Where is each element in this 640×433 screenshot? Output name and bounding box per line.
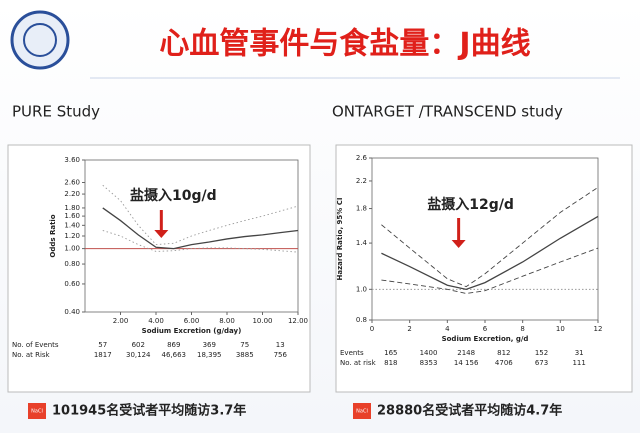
table-cell: 756: [274, 351, 288, 359]
footer-text: 28880名受试者平均随访4.7年: [377, 403, 562, 419]
table-cell: 2148: [457, 349, 475, 357]
x-axis-label: Sodium Excretion, g/d: [442, 335, 529, 343]
table-cell: 4706: [495, 359, 513, 367]
study-title: PURE Study: [12, 103, 100, 121]
table-cell: 14 156: [454, 359, 479, 367]
nacl-badge: [28, 403, 46, 419]
y-tick-label: 0.60: [64, 280, 80, 288]
y-tick-label: 0.40: [64, 308, 80, 316]
table-cell: 673: [535, 359, 548, 367]
x-tick-label: 0: [370, 325, 374, 333]
table-cell: 152: [535, 349, 548, 357]
y-tick-label: 2.6: [356, 154, 368, 162]
chart-panel: [7, 144, 311, 393]
table-cell: 46,663: [162, 351, 187, 359]
y-tick-label: 1.40: [64, 221, 80, 229]
nacl-badge-text: NaCl: [31, 409, 43, 415]
y-tick-label: 1.20: [64, 232, 80, 240]
chart-panel: [335, 144, 633, 393]
y-tick-label: 0.80: [64, 260, 80, 268]
table-cell: 18,395: [197, 351, 222, 359]
table-cell: 8353: [420, 359, 438, 367]
annotation: 盐摄入12g/d: [427, 196, 514, 213]
x-tick-label: 2.00: [113, 317, 129, 325]
x-axis-label: Sodium Excretion (g/day): [142, 327, 242, 335]
logo: [10, 10, 70, 70]
y-tick-label: 2.2: [356, 177, 367, 185]
x-tick-label: 8.00: [219, 317, 235, 325]
x-tick-label: 2: [407, 325, 411, 333]
table-cell: 57: [98, 341, 107, 349]
table-cell: 1817: [94, 351, 112, 359]
annotation: 盐摄入10g/d: [130, 187, 217, 204]
y-tick-label: 1.8: [356, 205, 367, 213]
y-tick-label: 3.60: [64, 156, 80, 164]
nacl-badge: [353, 403, 371, 419]
logo-inner: [23, 23, 57, 57]
table-cell: 369: [203, 341, 216, 349]
y-tick-label: 2.60: [64, 179, 80, 187]
x-tick-label: 10: [556, 325, 565, 333]
table-cell: 1400: [420, 349, 438, 357]
y-axis-label: Hazard Ratio, 95% CI: [336, 198, 344, 281]
table-cell: 812: [497, 349, 510, 357]
x-tick-label: 12: [594, 325, 603, 333]
y-tick-label: 0.8: [356, 316, 367, 324]
x-tick-label: 12.00: [288, 317, 308, 325]
table-cell: 602: [132, 341, 145, 349]
x-tick-label: 6.00: [184, 317, 200, 325]
arrow-head: [154, 230, 169, 238]
table-row-label: No. at risk: [340, 359, 377, 367]
table-cell: 31: [575, 349, 584, 357]
table-cell: 818: [384, 359, 397, 367]
curve: [381, 247, 599, 294]
x-tick-label: 4: [445, 325, 450, 333]
footer-text: 101945名受试者平均随访3.7年: [52, 403, 246, 419]
y-tick-label: 1.4: [356, 239, 368, 247]
y-tick-label: 1.60: [64, 212, 80, 220]
table-cell: 165: [384, 349, 397, 357]
curve: [381, 186, 599, 288]
curve: [381, 215, 599, 291]
arrow-head: [451, 240, 466, 248]
table-cell: 13: [276, 341, 285, 349]
y-tick-label: 2.20: [64, 190, 80, 198]
slide-title: 心血管事件与食盐量：J曲线: [159, 27, 530, 62]
table-cell: 75: [240, 341, 249, 349]
table-cell: 111: [572, 359, 585, 367]
x-tick-label: 8: [520, 325, 524, 333]
y-tick-label: 1.00: [64, 245, 80, 253]
y-tick-label: 1.0: [356, 285, 367, 293]
y-axis-label: Odds Ratio: [49, 214, 57, 257]
curve: [102, 207, 299, 250]
x-tick-label: 4.00: [148, 317, 164, 325]
table-row-label: No. of Events: [12, 341, 59, 349]
x-tick-label: 10.00: [252, 317, 272, 325]
table-row-label: No. at Risk: [12, 351, 51, 359]
table-cell: 30,124: [126, 351, 151, 359]
curve: [102, 184, 299, 246]
nacl-badge-text: NaCl: [356, 409, 368, 415]
y-tick-label: 1.80: [64, 204, 80, 212]
x-tick-label: 6: [483, 325, 488, 333]
table-cell: 869: [167, 341, 180, 349]
study-title: ONTARGET /TRANSCEND study: [332, 103, 563, 121]
table-cell: 3885: [236, 351, 254, 359]
table-row-label: Events: [340, 349, 364, 357]
